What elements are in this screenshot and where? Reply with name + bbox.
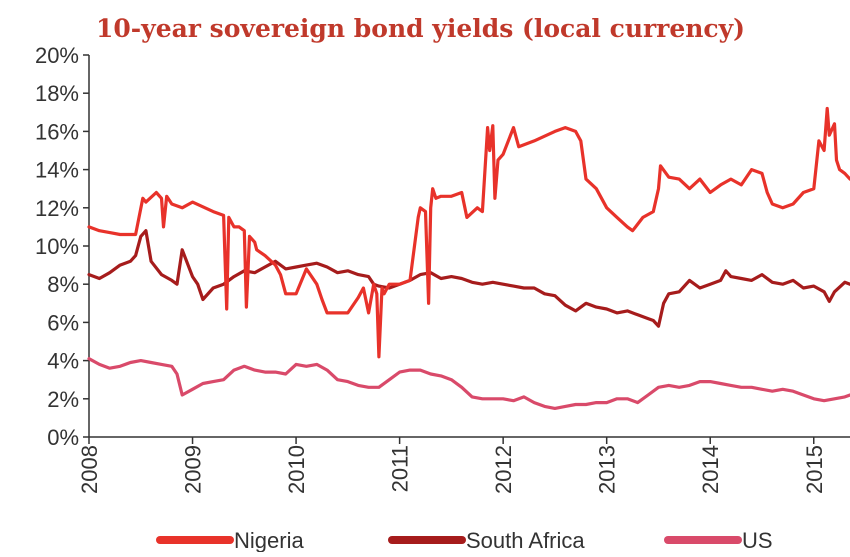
y-tick-label: 14% [35,158,79,183]
y-tick-label: 18% [35,81,79,106]
legend-label: Nigeria [234,528,304,552]
x-tick-label: 2015 [802,445,827,494]
series-line-us [87,357,850,410]
x-tick-label: 2012 [491,445,516,494]
series-line-nigeria [87,106,850,359]
chart-title: 10-year sovereign bond yields (local cur… [96,14,746,43]
y-tick-label: 10% [35,234,79,259]
y-tick-label: 20% [35,43,79,68]
y-tick-label: 12% [35,196,79,221]
y-axis-ticks: 0% 2% 4% 6% 8% 10% 12% 14% 16% 18% 20% [35,43,89,450]
x-axis-ticks: 2008 2009 2010 2011 2012 2013 2014 2015 [77,437,827,494]
series-layer [87,106,850,410]
x-tick-label: 2008 [77,445,102,494]
x-tick-label: 2013 [595,445,620,494]
x-tick-label: 2009 [181,445,206,494]
y-tick-label: 16% [35,119,79,144]
y-tick-label: 6% [47,310,79,335]
y-tick-label: 2% [47,387,79,412]
legend: Nigeria South Africa US [156,528,773,553]
x-tick-label: 2010 [284,445,309,494]
legend-label: US [742,528,773,552]
legend-label: South Africa [466,528,585,552]
y-tick-label: 0% [47,425,79,450]
y-tick-label: 4% [47,349,79,374]
x-tick-label: 2011 [388,445,413,492]
series-line-south-africa [87,229,850,328]
y-tick-label: 8% [47,272,79,297]
x-tick-label: 2014 [698,445,723,494]
